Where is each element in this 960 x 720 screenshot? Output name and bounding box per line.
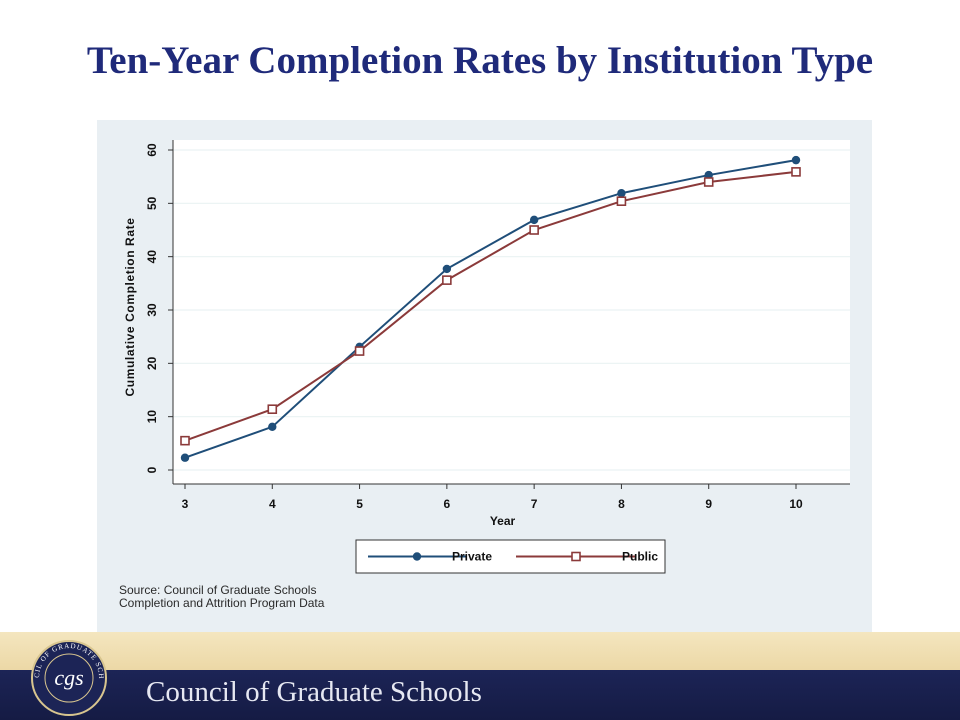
footer-banner: cgs COUNCIL OF GRADUATE SCHOOLS Council … (0, 632, 960, 720)
plot-area (173, 140, 850, 484)
y-axis-title: Cumulative Completion Rate (123, 218, 137, 397)
data-point-public (529, 225, 539, 235)
data-point-public (703, 177, 714, 187)
legend-label-public: Public (622, 550, 658, 564)
source-note: Source: Council of Graduate Schools Comp… (119, 584, 324, 610)
svg-text:cgs: cgs (54, 665, 83, 690)
x-tick-label: 3 (182, 497, 189, 511)
data-point-public (180, 435, 190, 446)
data-point-public (267, 404, 278, 415)
slide-title: Ten-Year Completion Rates by Institution… (86, 39, 874, 82)
x-tick-label: 7 (531, 497, 538, 511)
line-chart: 0 10 20 30 40 50 60 3 4 5 6 7 8 9 10 Year Cumulative Com… (123, 140, 850, 574)
data-point-private (617, 189, 626, 198)
x-tick-label: 10 (789, 497, 803, 511)
source-line-1: Source: Council of Graduate Schools (119, 583, 317, 597)
legend-label-private: Private (452, 550, 492, 564)
series-line-private (184, 159, 797, 459)
x-tick-label: 5 (356, 497, 363, 511)
footer-gold-band (0, 632, 960, 670)
y-tick-label: 30 (145, 303, 159, 317)
y-tick-label: 20 (145, 356, 159, 370)
x-axis-title: Year (490, 514, 516, 528)
footer-org-name: Council of Graduate Schools (146, 676, 482, 708)
y-tick-label: 50 (145, 196, 159, 210)
data-point-private (442, 264, 452, 274)
data-point-public (442, 275, 452, 285)
data-point-public (616, 196, 627, 206)
y-tick-label: 40 (145, 250, 159, 264)
cgs-seal-logo: cgs COUNCIL OF GRADUATE SCHOOLS (22, 638, 107, 716)
x-tick-label: 8 (618, 497, 625, 511)
data-point-private (529, 215, 539, 225)
y-tick-label: 0 (145, 466, 159, 473)
y-tick-label: 60 (145, 143, 159, 157)
legend-marker-public (571, 551, 581, 562)
legend-marker-private (412, 552, 422, 561)
data-point-private (791, 155, 801, 165)
x-tick-label: 4 (269, 497, 276, 511)
x-tick-label: 6 (444, 497, 451, 511)
x-tick-label: 9 (705, 497, 712, 511)
series-line-public (184, 170, 797, 442)
chart-panel: 0 10 20 30 40 50 60 3 4 5 6 7 8 9 10 Year Cumulative Com… (97, 120, 872, 632)
y-tick-label: 10 (145, 410, 159, 424)
source-line-2: Completion and Attrition Program Data (119, 596, 325, 610)
data-point-public (791, 167, 801, 177)
data-point-private (268, 422, 277, 431)
data-point-public (354, 346, 365, 356)
footer-navy-band (0, 670, 960, 720)
data-point-private (704, 170, 713, 180)
data-point-private (180, 453, 190, 462)
